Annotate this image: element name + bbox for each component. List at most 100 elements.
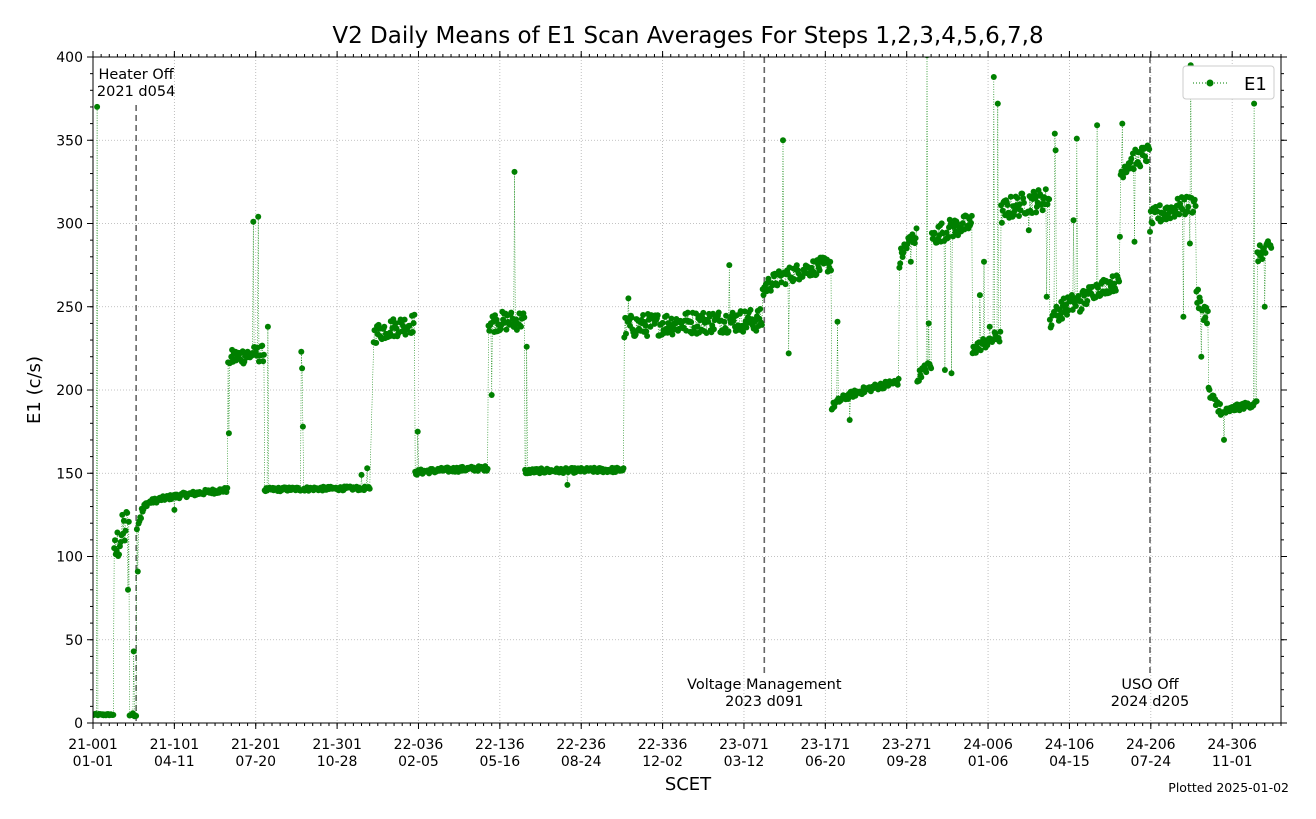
data-point — [358, 471, 365, 478]
data-point — [725, 328, 732, 335]
data-point — [125, 586, 131, 593]
x-tick-label-month-day: 09-28 — [886, 754, 927, 770]
data-point — [895, 375, 902, 382]
data-point — [255, 213, 262, 220]
data-point — [1142, 153, 1149, 160]
data-point — [138, 515, 144, 522]
x-tick-label-year-day: 21-001 — [68, 737, 118, 753]
data-point — [1185, 203, 1192, 210]
data-point — [1253, 398, 1260, 405]
data-point — [1048, 322, 1055, 329]
data-point — [1147, 228, 1153, 235]
x-tick-label-month-day: 07-24 — [1130, 754, 1171, 770]
data-point — [1204, 320, 1210, 327]
data-point — [124, 509, 131, 516]
event-label-date: 2021 d054 — [97, 84, 175, 100]
data-point — [414, 428, 421, 435]
data-point — [925, 320, 932, 327]
data-point — [688, 319, 695, 326]
x-tick-label-year-day: 24-106 — [1045, 737, 1095, 753]
data-point — [721, 318, 728, 325]
data-point — [782, 281, 789, 288]
data-point — [981, 258, 987, 265]
data-point — [225, 430, 232, 437]
data-point — [513, 326, 520, 333]
data-point — [511, 168, 518, 175]
y-tick-label: 200 — [56, 383, 83, 399]
data-point — [1251, 100, 1258, 107]
data-point — [625, 295, 632, 302]
data-point — [364, 465, 371, 472]
data-point — [1020, 195, 1027, 202]
data-point — [1190, 208, 1197, 215]
event-label-date: 2023 d091 — [725, 694, 803, 710]
data-point — [827, 258, 834, 265]
event-label-title: USO Off — [1121, 677, 1179, 693]
data-point — [757, 306, 764, 312]
data-point — [928, 365, 935, 372]
data-point — [911, 240, 918, 247]
data-point — [299, 365, 306, 372]
data-point — [663, 312, 670, 319]
x-tick-label-month-day: 06-20 — [805, 754, 846, 770]
data-point — [1078, 306, 1085, 313]
data-point — [894, 381, 901, 388]
data-point — [793, 262, 800, 269]
data-point — [791, 276, 798, 283]
data-point — [523, 343, 530, 350]
data-point — [740, 328, 747, 335]
y-tick-label: 150 — [56, 466, 83, 482]
data-point — [710, 326, 717, 333]
data-point — [1007, 193, 1014, 200]
data-point — [1119, 120, 1126, 127]
data-point — [990, 74, 997, 80]
data-point — [693, 310, 699, 317]
data-point — [484, 465, 491, 472]
x-tick-label-year-day: 24-206 — [1126, 737, 1176, 753]
y-tick-label: 0 — [74, 716, 83, 732]
data-point — [668, 315, 675, 322]
data-point — [488, 392, 495, 398]
x-tick-label-month-day: 04-11 — [154, 754, 195, 770]
legend-box — [1182, 65, 1275, 100]
y-tick-label: 350 — [56, 133, 83, 149]
data-point — [948, 370, 955, 377]
data-point — [1112, 287, 1119, 294]
x-tick-label-month-day: 12-02 — [642, 754, 683, 770]
data-point — [758, 321, 765, 328]
data-point — [623, 330, 629, 337]
data-point — [373, 339, 380, 346]
x-axis-label: SCET — [665, 774, 712, 795]
data-point — [931, 229, 938, 236]
data-point — [996, 338, 1003, 345]
data-point — [959, 220, 966, 227]
data-point — [133, 712, 140, 719]
data-point — [828, 267, 834, 274]
data-point — [120, 517, 127, 524]
data-point — [1075, 293, 1082, 299]
data-point — [918, 374, 925, 381]
data-point — [1206, 386, 1213, 393]
x-tick-label-month-day: 01-01 — [73, 754, 114, 770]
data-point — [938, 220, 945, 227]
data-point — [642, 322, 649, 329]
data-point — [726, 262, 733, 269]
data-point — [94, 103, 101, 110]
x-tick-label-year-day: 23-171 — [801, 737, 851, 753]
data-point — [968, 212, 975, 219]
data-point — [134, 568, 141, 575]
data-point — [1137, 163, 1144, 170]
event-label-title: Heater Off — [98, 67, 174, 83]
data-point — [1116, 233, 1123, 240]
data-point — [997, 328, 1004, 335]
y-axis-label: E1 (c/s) — [24, 356, 45, 424]
x-tick-label-year-day: 24-306 — [1207, 737, 1257, 753]
data-point — [521, 314, 528, 321]
data-point — [1186, 240, 1193, 247]
data-point — [264, 323, 271, 330]
data-point — [913, 225, 920, 232]
data-point — [401, 316, 408, 323]
data-point — [411, 311, 418, 318]
